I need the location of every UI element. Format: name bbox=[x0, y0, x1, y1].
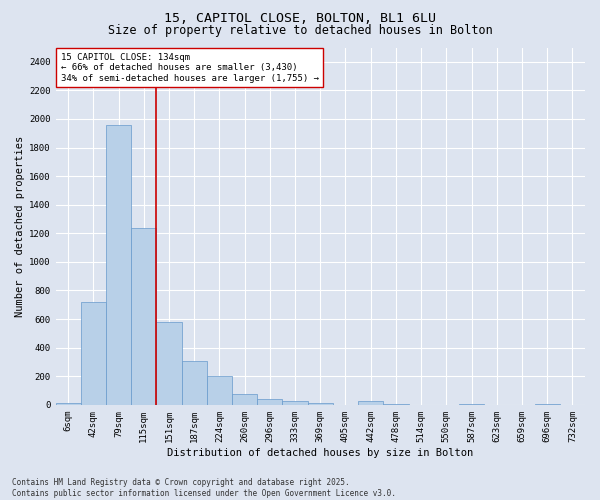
Bar bbox=[383, 404, 409, 405]
Bar bbox=[308, 404, 333, 405]
Bar bbox=[283, 400, 308, 405]
Text: Size of property relative to detached houses in Bolton: Size of property relative to detached ho… bbox=[107, 24, 493, 37]
Bar bbox=[459, 404, 484, 405]
Bar bbox=[81, 302, 106, 405]
Bar bbox=[535, 404, 560, 405]
Bar bbox=[358, 400, 383, 405]
Text: Contains HM Land Registry data © Crown copyright and database right 2025.
Contai: Contains HM Land Registry data © Crown c… bbox=[12, 478, 396, 498]
Bar bbox=[131, 228, 157, 405]
Bar bbox=[182, 361, 207, 405]
X-axis label: Distribution of detached houses by size in Bolton: Distribution of detached houses by size … bbox=[167, 448, 473, 458]
Text: 15, CAPITOL CLOSE, BOLTON, BL1 6LU: 15, CAPITOL CLOSE, BOLTON, BL1 6LU bbox=[164, 12, 436, 26]
Bar bbox=[207, 376, 232, 405]
Bar bbox=[257, 399, 283, 405]
Bar bbox=[56, 404, 81, 405]
Text: 15 CAPITOL CLOSE: 134sqm
← 66% of detached houses are smaller (3,430)
34% of sem: 15 CAPITOL CLOSE: 134sqm ← 66% of detach… bbox=[61, 53, 319, 82]
Bar bbox=[157, 322, 182, 405]
Bar bbox=[232, 394, 257, 405]
Bar bbox=[106, 124, 131, 405]
Y-axis label: Number of detached properties: Number of detached properties bbox=[15, 136, 25, 317]
